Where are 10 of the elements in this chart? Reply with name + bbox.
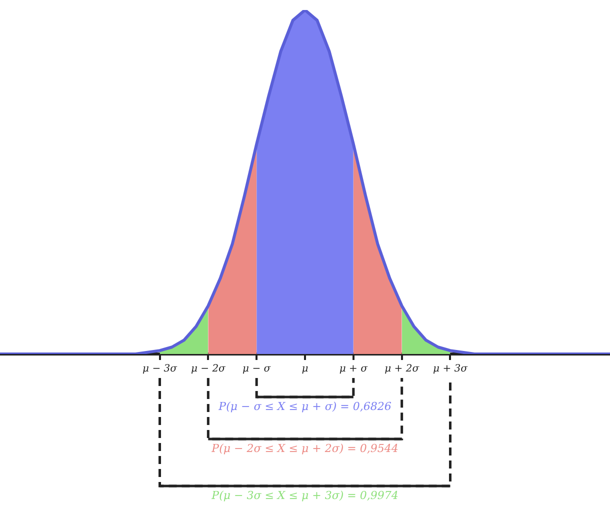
- x-tick-label: μ − 2σ: [190, 364, 227, 375]
- x-tick-label: μ + 2σ: [384, 364, 420, 375]
- x-tick-label: μ − 3σ: [142, 364, 178, 375]
- x-tick-label: μ − σ: [242, 364, 272, 375]
- x-tick-label: μ + σ: [339, 364, 369, 375]
- text: P(μ − 3σ ≤ X ≤ μ + 3σ) = 0,9974: [212, 489, 398, 502]
- x-tick-label: μ: [302, 364, 308, 375]
- text: P(μ − 2σ ≤ X ≤ μ + 2σ) = 0,9544: [212, 442, 398, 455]
- text: P(μ − σ ≤ X ≤ μ + σ) = 0,6826: [218, 400, 392, 413]
- x-tick-label: μ + 3σ: [433, 364, 469, 375]
